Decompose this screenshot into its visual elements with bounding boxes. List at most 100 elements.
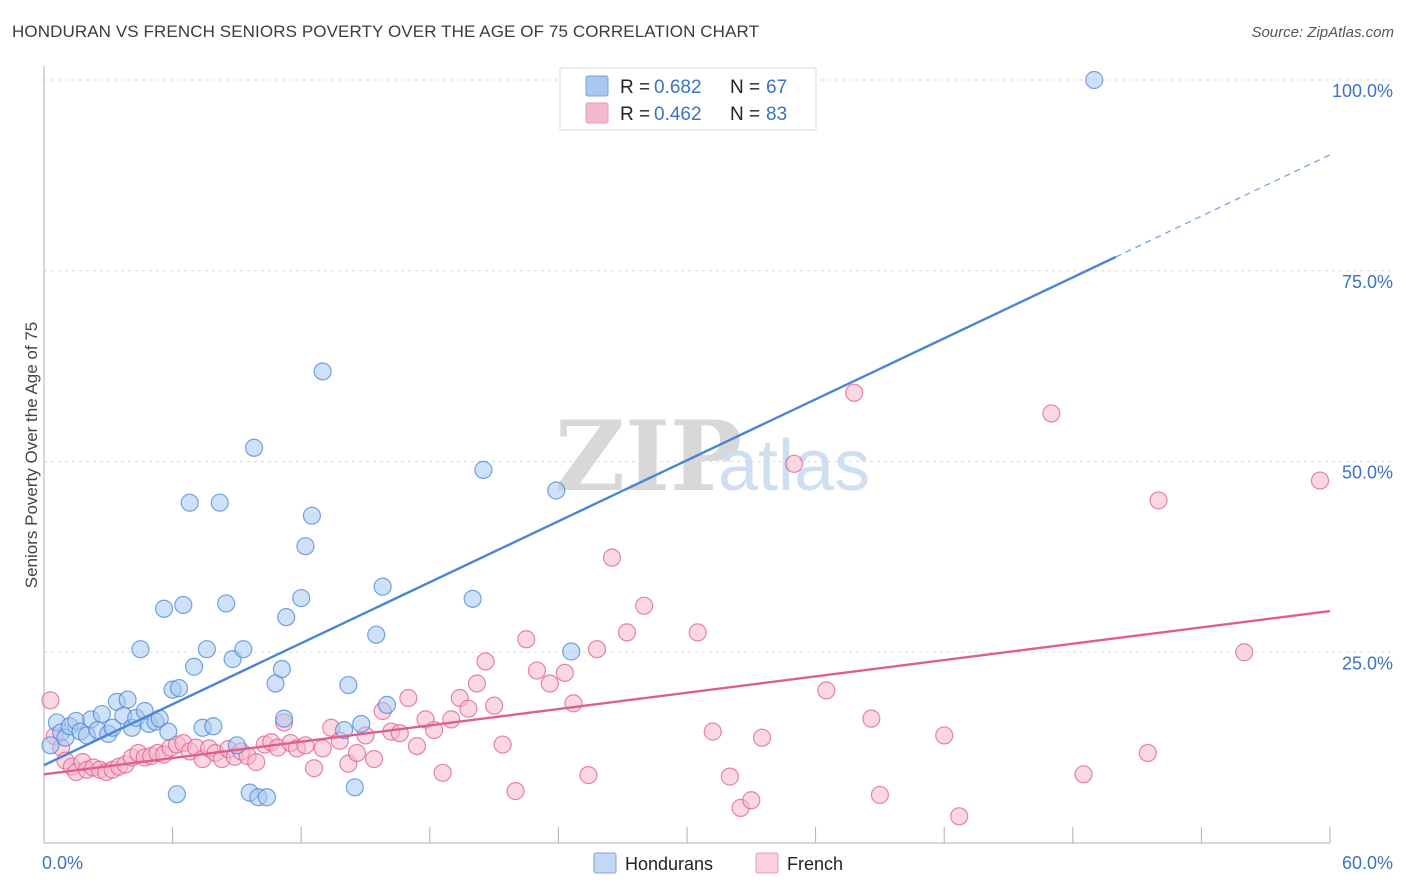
point-french [742,791,761,810]
point-hondurans [272,659,292,679]
point-french [1074,765,1093,784]
point-hondurans [277,608,296,627]
point-french [247,753,266,772]
legend-r-label-hondurans: R = [620,77,650,98]
point-french [407,736,427,756]
trendline-extension-hondurans [1115,154,1331,258]
y-tick-label: 50.0% [1342,463,1393,483]
y-tick-labels: 25.0% 50.0% 75.0% 100.0% [1332,81,1393,673]
point-hondurans [296,537,315,556]
trendline-hondurans [43,255,1117,767]
point-french [935,726,954,745]
point-french [602,548,622,567]
point-hondurans [159,722,178,741]
point-hondurans [131,640,150,659]
point-hondurans [174,595,193,615]
point-french [433,763,452,782]
series-hondurans [41,70,1104,807]
point-hondurans [313,362,332,381]
legend-r-value-hondurans: 0.682 [654,77,702,98]
point-hondurans [118,690,137,709]
point-french [442,710,461,729]
point-french [399,688,418,708]
x-tick-label-max: 60.0% [1342,853,1393,873]
point-hondurans [169,679,189,698]
chart-title: HONDURAN VS FRENCH SENIORS POVERTY OVER … [12,22,760,41]
point-french [1042,404,1061,423]
point-french [579,765,598,785]
point-hondurans [197,640,216,659]
legend-n-value-hondurans: 67 [766,77,787,98]
y-axis-label: Seniors Poverty Over the Age of 75 [22,322,41,588]
legend-r-label-french: R = [620,104,650,125]
point-hondurans [154,599,174,618]
point-hondurans [339,675,358,695]
point-french [390,724,409,743]
legend-n-value-french: 83 [766,104,787,125]
point-hondurans [274,709,294,728]
point-french [720,767,739,786]
point-french [41,691,60,710]
y-tick-label: 100.0% [1332,81,1393,101]
point-french [476,652,495,671]
y-tick-label: 75.0% [1342,272,1393,292]
point-french [485,696,504,715]
x-tick-label-min: 0.0% [42,853,83,873]
point-hondurans [1085,70,1104,90]
legend-n-label-french: N = [730,104,760,125]
bottom-legend-swatch-french [755,852,779,874]
gridlines [44,79,1393,653]
point-hondurans [352,714,371,734]
point-french [817,681,836,700]
point-french [688,623,707,642]
point-hondurans [184,657,204,676]
point-french [870,785,890,805]
bottom-legend-label-hondurans: Hondurans [625,854,713,874]
point-french [785,454,804,473]
legend-r-value-french: 0.462 [654,104,702,125]
point-french [752,728,772,747]
point-french [862,709,881,728]
point-hondurans [463,589,482,608]
point-french [459,699,478,718]
legend-swatch-french [585,102,609,124]
point-hondurans [367,625,386,644]
y-tick-label: 25.0% [1342,653,1393,673]
point-french [493,735,512,754]
point-hondurans [244,438,264,457]
point-french [703,722,722,741]
bottom-legend-label-french: French [787,854,843,874]
point-french [467,674,487,693]
point-french [1310,471,1330,490]
point-french [635,596,654,615]
source-credit: Source: ZipAtlas.com [1251,24,1394,41]
point-french [564,694,583,713]
point-hondurans [377,695,397,714]
point-hondurans [167,785,186,804]
point-french [587,640,607,659]
point-french [950,807,969,826]
point-hondurans [234,640,253,659]
series-french [41,383,1330,826]
trendline-french [43,609,1331,776]
point-hondurans [204,717,223,736]
point-hondurans [92,704,111,724]
x-ticks [172,827,1331,843]
point-french [845,383,864,402]
point-hondurans [302,506,322,525]
point-french [506,782,525,801]
point-hondurans [345,778,364,797]
point-hondurans [373,577,392,596]
point-hondurans [334,720,354,740]
point-french [527,661,547,680]
trendlines [43,154,1331,776]
point-hondurans [474,460,493,479]
legend-swatch-hondurans [585,75,609,97]
point-hondurans [180,493,199,512]
point-french [304,759,324,778]
point-french [555,663,574,682]
point-french [1235,643,1254,662]
point-hondurans [257,788,277,807]
point-french [517,630,536,649]
